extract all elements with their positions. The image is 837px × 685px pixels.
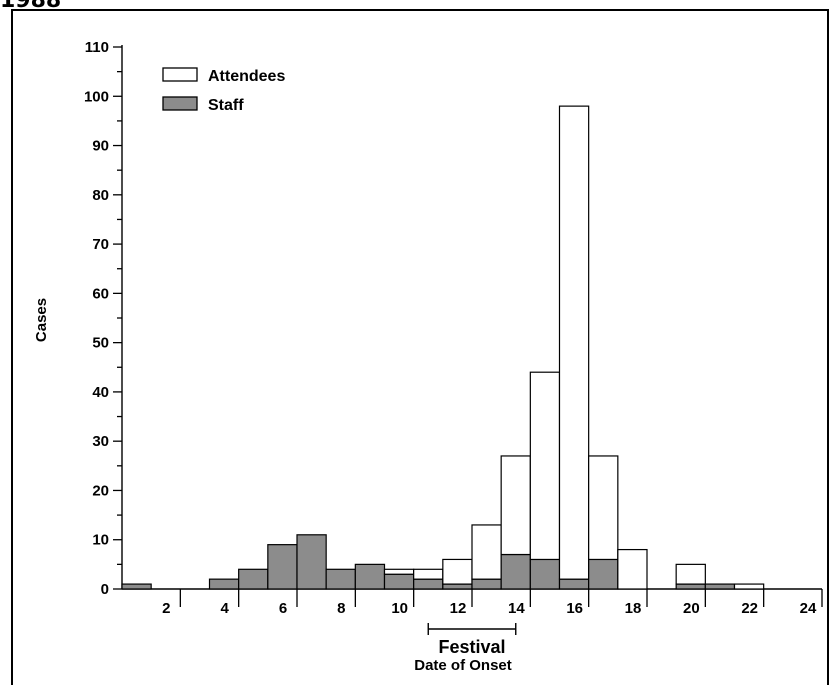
bar-attendees	[558, 105, 590, 580]
bar-staff	[588, 558, 619, 590]
legend-label-staff: Staff	[208, 97, 244, 114]
x-tick-label: 14	[508, 600, 525, 617]
bar-staff	[383, 573, 415, 590]
x-axis-title: Date of Onset	[414, 657, 512, 674]
x-tick-label: 20	[683, 600, 700, 617]
bar-staff	[704, 583, 736, 590]
y-tick-label: 70	[92, 236, 109, 253]
y-tick-label: 20	[92, 482, 109, 499]
bar-staff	[296, 534, 327, 590]
bar-staff	[471, 578, 502, 590]
bar-staff	[121, 583, 152, 590]
x-tick-label: 18	[625, 600, 642, 617]
festival-annotation: Festival	[427, 623, 517, 657]
bar-staff	[354, 563, 386, 590]
y-tick-label: 0	[101, 581, 109, 598]
chart-frame	[11, 9, 829, 685]
y-tick-label: 90	[92, 138, 109, 155]
bar-attendees	[471, 524, 502, 580]
bar-staff	[325, 568, 356, 590]
legend-label-attendees: Attendees	[208, 68, 285, 85]
bar-attendees	[617, 548, 648, 590]
bar-staff	[675, 583, 706, 590]
bar-staff	[208, 578, 240, 590]
bar-attendees	[500, 455, 531, 556]
x-tick-label: 22	[741, 600, 758, 617]
bar-staff	[413, 578, 444, 590]
y-tick-label: 60	[92, 285, 109, 302]
bar-staff	[529, 558, 561, 590]
x-tick-label: 10	[391, 600, 408, 617]
y-tick-label: 10	[92, 532, 109, 549]
y-tick-label: 100	[84, 88, 109, 105]
x-tick-label: 16	[566, 600, 583, 617]
y-tick-label: 50	[92, 335, 109, 352]
bar-attendees	[588, 455, 619, 561]
bars-layer	[121, 105, 765, 590]
legend-swatch-staff	[162, 96, 198, 111]
x-tick-label: 12	[450, 600, 467, 617]
bar-attendees	[413, 568, 444, 580]
bar-attendees	[383, 568, 415, 575]
bar-attendees	[529, 371, 561, 561]
x-tick-label: 2	[162, 600, 170, 617]
y-tick-label: 80	[92, 187, 109, 204]
x-tick-label: 4	[220, 600, 229, 617]
y-axis-title: Cases	[33, 298, 50, 342]
y-tick-label: 110	[85, 39, 109, 56]
bar-staff	[442, 583, 473, 590]
x-tick-label: 8	[337, 600, 345, 617]
x-tick-label: 6	[279, 600, 287, 617]
bar-staff	[267, 544, 298, 590]
legend: Attendees Staff	[162, 67, 285, 114]
bar-attendees	[733, 583, 765, 590]
y-tick-label: 30	[92, 433, 109, 450]
bar-attendees	[675, 563, 706, 585]
bar-staff	[500, 553, 531, 590]
bar-staff	[238, 568, 269, 590]
y-tick-label: 40	[92, 384, 109, 401]
bar-staff	[558, 578, 590, 590]
festival-label: Festival	[438, 637, 505, 657]
x-tick-label: 24	[800, 600, 817, 617]
bar-attendees	[442, 558, 473, 585]
legend-swatch-attendees	[162, 67, 198, 82]
